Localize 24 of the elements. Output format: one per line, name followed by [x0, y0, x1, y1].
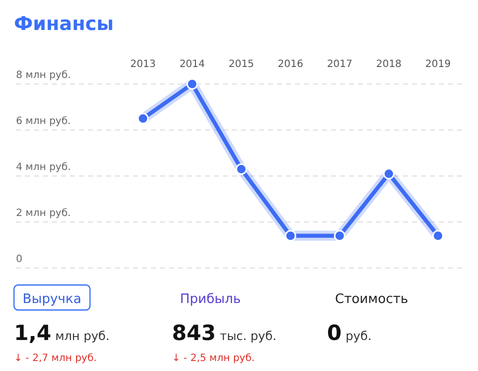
chart-title: Финансы: [14, 13, 114, 35]
text: 1,4: [14, 321, 52, 345]
y-tick-label: 2 млн руб.: [16, 208, 71, 219]
x-tick-label: 2018: [376, 59, 402, 70]
x-tick-label: 2017: [326, 59, 352, 70]
text: 0: [327, 321, 342, 345]
text: руб.: [346, 329, 372, 343]
text: тыс. руб.: [220, 329, 276, 343]
x-tick-label: 2013: [130, 59, 156, 70]
y-tick-label: 4 млн руб.: [16, 162, 71, 173]
text: ↓ - 2,5 млн руб.: [172, 353, 255, 364]
x-tick-label: 2014: [179, 59, 205, 70]
text: Стоимость: [335, 292, 408, 307]
text: ↓ - 2,7 млн руб.: [14, 353, 97, 364]
text: 843: [172, 321, 216, 345]
text: Прибыль: [180, 292, 241, 307]
text: Выручка: [22, 292, 82, 307]
y-tick-label: 0: [16, 254, 22, 265]
x-tick-label: 2015: [228, 59, 254, 70]
y-tick-label: 6 млн руб.: [16, 116, 71, 127]
text: млн руб.: [55, 329, 110, 343]
x-tick-label: 2019: [425, 59, 451, 70]
x-tick-label: 2016: [278, 59, 304, 70]
y-tick-label: 8 млн руб.: [16, 70, 71, 81]
